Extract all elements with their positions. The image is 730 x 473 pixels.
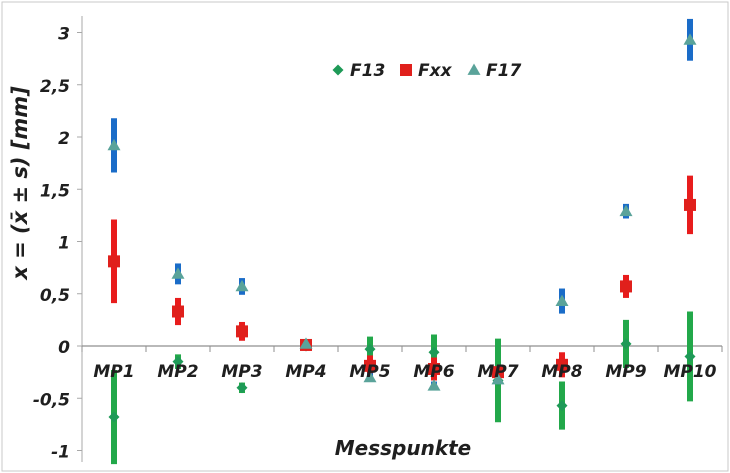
legend-label-f13: F13: [350, 61, 385, 81]
legend: F13 Fxx F17: [332, 61, 521, 81]
x-tick-label: MP2: [157, 362, 198, 382]
legend-label-fxx: Fxx: [418, 61, 453, 81]
x-tick-label: MP6: [413, 362, 454, 382]
data-point-f17: [171, 267, 185, 279]
x-tick-label: MP3: [221, 362, 262, 382]
x-tick-label: MP8: [541, 362, 582, 382]
data-point-f13: [172, 356, 184, 368]
data-point-f17: [491, 372, 505, 385]
data-point-f17: [299, 337, 313, 349]
x-label-group: MP1 MP2 MP3 MP4 MP5 MP6 MP7 MP8 MP9 MP10: [93, 362, 716, 382]
data-point-f17: [427, 379, 441, 391]
y-tick-label: 1: [58, 234, 70, 254]
y-axis-title: x = (x̄ ± s) [mm]: [8, 86, 32, 281]
data-point-fxx: [620, 280, 632, 293]
data-point-f13: [684, 350, 696, 362]
x-tick-label: MP7: [477, 362, 518, 382]
data-point-f13: [428, 346, 440, 358]
data-point-fxx: [236, 325, 248, 338]
x-tick-label: MP5: [349, 362, 390, 382]
data-point-f17: [619, 204, 633, 217]
data-point-fxx: [428, 362, 440, 375]
data-point-fxx: [172, 305, 184, 318]
data-point-fxx: [684, 198, 696, 211]
y-tick-label: -1: [51, 443, 70, 463]
data-point-f17: [107, 138, 121, 151]
y-tick-label: 2,5: [40, 77, 70, 97]
data-point-f17: [555, 294, 569, 306]
data-point-fxx: [556, 358, 568, 371]
data-point-fxx: [108, 255, 120, 268]
legend-marker-f13: [332, 64, 344, 76]
y-tick-label: 0: [58, 338, 70, 358]
x-tick-label: MP1: [93, 362, 134, 382]
y-axis-title-group: x = (x̄ ± s) [mm]: [8, 86, 32, 281]
legend-marker-fxx: [400, 64, 412, 76]
data-point-f13: [620, 338, 632, 350]
y-tick-label: 3: [58, 25, 70, 45]
x-tick-group: [81, 346, 723, 352]
x-tick-label: MP4: [285, 362, 326, 382]
x-axis-title: Messpunkte: [335, 436, 472, 460]
data-point-f17: [363, 370, 377, 383]
data-point-fxx: [364, 359, 376, 372]
x-tick-label: MP9: [605, 362, 646, 382]
marker-group: [107, 33, 697, 423]
data-point-f13: [236, 382, 248, 394]
data-point-fxx: [492, 366, 504, 379]
y-tick-group: 3 2,5 2 1,5 1 0,5 0 -0,5 -1: [33, 25, 82, 463]
y-tick-label: -0,5: [33, 390, 70, 410]
data-point-f17: [683, 33, 697, 45]
data-point-f13: [364, 343, 376, 355]
y-tick-label: 0,5: [40, 286, 70, 306]
legend-marker-f17: [467, 63, 481, 75]
data-point-f17: [235, 279, 249, 292]
y-tick-label: 2: [58, 129, 70, 149]
x-tick-label: MP10: [663, 362, 716, 382]
data-point-f13: [108, 411, 120, 423]
y-tick-label: 1,5: [40, 181, 70, 201]
legend-label-f17: F17: [486, 61, 521, 81]
data-point-f13: [556, 400, 568, 412]
